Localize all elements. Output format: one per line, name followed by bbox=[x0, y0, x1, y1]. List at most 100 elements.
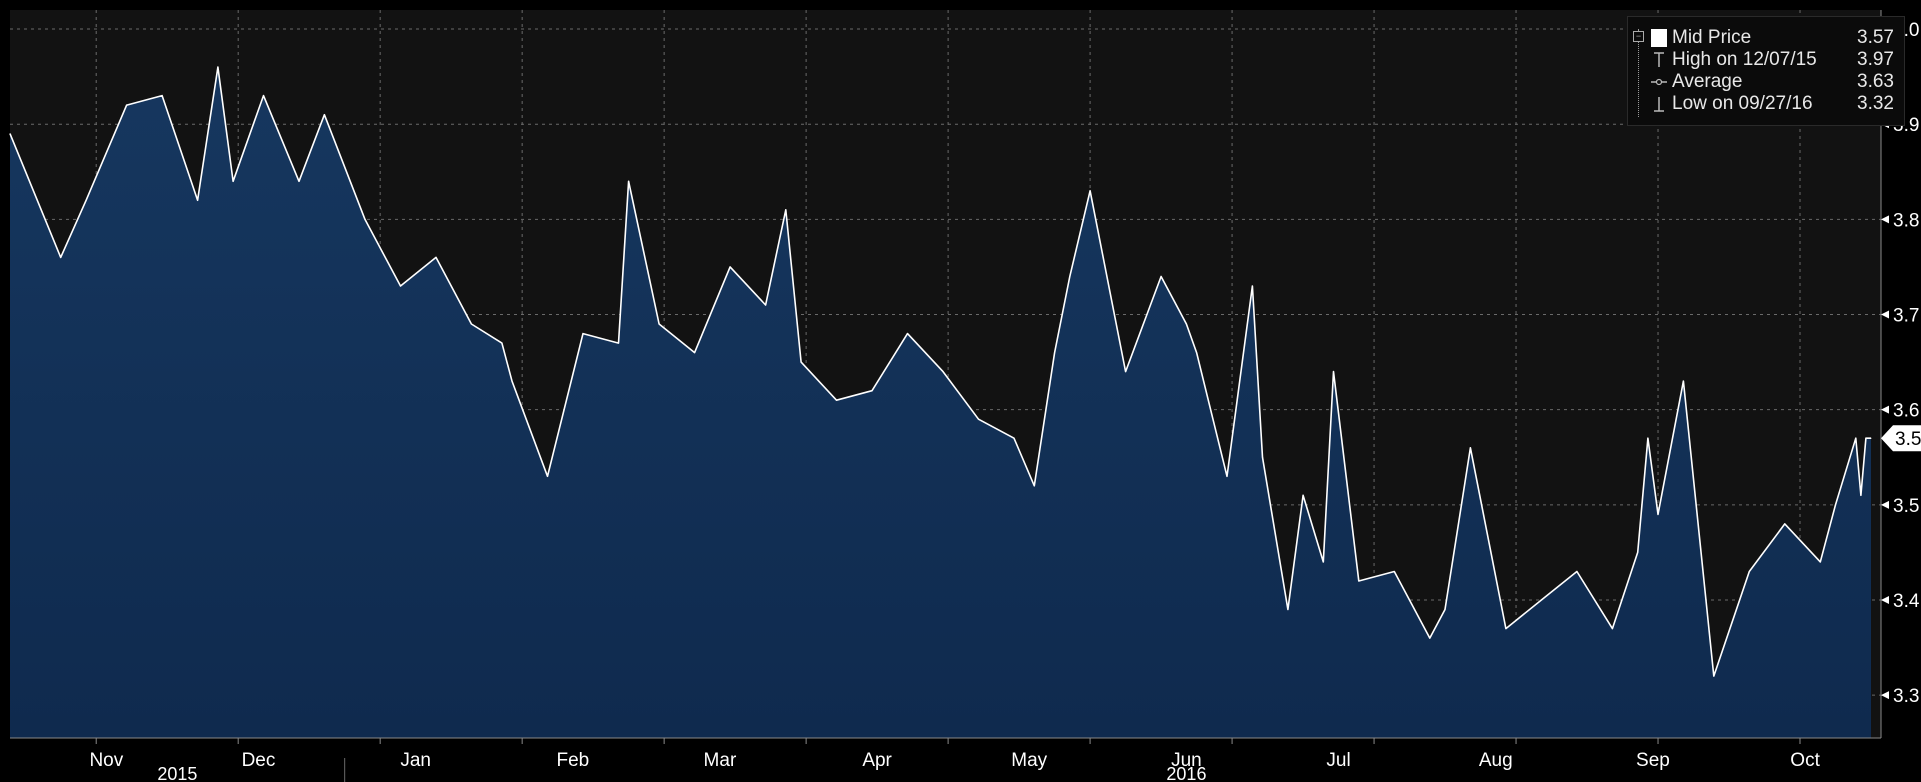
legend-item-average[interactable]: Average 3.63 bbox=[1628, 71, 1904, 93]
data-point bbox=[1393, 570, 1395, 572]
last-value-label: 3.57 bbox=[1895, 429, 1921, 450]
y-tick-label: 3.8 bbox=[1893, 210, 1919, 231]
data-point bbox=[298, 180, 300, 182]
data-point bbox=[1784, 523, 1786, 525]
data-point bbox=[1069, 275, 1071, 277]
chart-legend: − Mid Price 3.57 High on 12/07/15 3.97 A… bbox=[1627, 16, 1905, 126]
x-tick-label: May bbox=[1011, 750, 1047, 771]
y-tick-label: 3.5 bbox=[1893, 496, 1919, 517]
data-point bbox=[501, 342, 503, 344]
data-point bbox=[1835, 504, 1837, 506]
data-point bbox=[364, 218, 366, 220]
x-tick-label: Aug bbox=[1479, 750, 1513, 771]
y-tick-label: 3.7 bbox=[1893, 306, 1919, 327]
y-tick-marker bbox=[1881, 215, 1889, 224]
x-tick-label: Feb bbox=[556, 750, 589, 771]
legend-value: 3.97 bbox=[1857, 49, 1894, 70]
x-tick-label: Sep bbox=[1636, 750, 1670, 771]
price-area bbox=[9, 66, 1872, 739]
data-point bbox=[1713, 675, 1715, 677]
data-point bbox=[1358, 580, 1360, 582]
x-tick-label: Jun bbox=[1171, 750, 1202, 771]
data-point bbox=[1429, 637, 1431, 639]
data-point bbox=[1013, 437, 1015, 439]
data-point bbox=[399, 285, 401, 287]
data-point bbox=[1865, 437, 1867, 439]
data-point bbox=[85, 199, 87, 201]
data-point bbox=[1682, 380, 1684, 382]
data-point bbox=[1185, 323, 1187, 325]
data-point bbox=[1540, 599, 1542, 601]
data-point bbox=[1444, 609, 1446, 611]
y-tick-marker bbox=[1881, 596, 1889, 605]
data-point bbox=[1748, 570, 1750, 572]
data-point bbox=[1576, 570, 1578, 572]
data-point bbox=[1033, 485, 1035, 487]
legend-item-mid-price[interactable]: Mid Price 3.57 bbox=[1628, 27, 1904, 49]
legend-item-low[interactable]: Low on 09/27/16 3.32 bbox=[1628, 93, 1904, 115]
data-point bbox=[729, 266, 731, 268]
series-line-mid-price bbox=[9, 66, 1871, 677]
year-label: 2016 bbox=[1166, 764, 1206, 782]
x-tick-label: Mar bbox=[704, 750, 737, 771]
data-point bbox=[1637, 551, 1639, 553]
data-point bbox=[618, 342, 620, 344]
collapse-icon[interactable]: − bbox=[1633, 31, 1644, 42]
y-tick-marker bbox=[1881, 310, 1889, 319]
data-point bbox=[628, 180, 630, 182]
legend-label: Average bbox=[1672, 71, 1743, 92]
data-point bbox=[1332, 371, 1334, 373]
data-point bbox=[511, 380, 513, 382]
x-tick-label: Jan bbox=[400, 750, 431, 771]
data-point bbox=[1089, 190, 1091, 192]
year-label: 2015 bbox=[157, 764, 197, 782]
white-square-icon bbox=[1651, 29, 1667, 47]
data-point bbox=[1469, 447, 1471, 449]
data-point bbox=[800, 361, 802, 363]
x-tick-label: Apr bbox=[862, 750, 892, 771]
x-tick-label: Nov bbox=[89, 750, 123, 771]
low-marker-icon bbox=[1654, 97, 1664, 112]
data-point bbox=[1125, 371, 1127, 373]
data-point bbox=[658, 323, 660, 325]
x-tick-label: Jul bbox=[1326, 750, 1350, 771]
y-tick-marker bbox=[1881, 691, 1889, 700]
data-point bbox=[1505, 628, 1507, 630]
data-point bbox=[1261, 456, 1263, 458]
data-point bbox=[1647, 437, 1649, 439]
y-tick-marker bbox=[1881, 500, 1889, 509]
data-point bbox=[1226, 475, 1228, 477]
legend-tree-line bbox=[1638, 29, 1649, 117]
data-point bbox=[232, 180, 234, 182]
y-tick-label: 3.6 bbox=[1893, 401, 1919, 422]
legend-value: 3.57 bbox=[1857, 27, 1894, 48]
x-tick-label: Oct bbox=[1790, 750, 1820, 771]
data-point bbox=[435, 256, 437, 258]
y-tick-label: 3.4 bbox=[1893, 591, 1920, 612]
y-tick-marker bbox=[1881, 405, 1889, 414]
data-point bbox=[547, 475, 549, 477]
data-point bbox=[694, 352, 696, 354]
data-point bbox=[1287, 609, 1289, 611]
last-value-badge-bg bbox=[1881, 425, 1921, 452]
legend-item-high[interactable]: High on 12/07/15 3.97 bbox=[1628, 49, 1904, 71]
legend-value: 3.63 bbox=[1857, 71, 1894, 92]
data-point bbox=[1054, 352, 1056, 354]
data-point bbox=[217, 66, 219, 68]
x-tick-label: Dec bbox=[242, 750, 276, 771]
data-point bbox=[60, 256, 62, 258]
legend-value: 3.32 bbox=[1857, 93, 1894, 114]
data-point bbox=[836, 399, 838, 401]
data-point bbox=[323, 114, 325, 116]
x-axis-ticks: Nov Dec Jan Feb Mar Apr May Jun Jul Aug Sep Oct 2015… bbox=[89, 738, 1821, 782]
data-point bbox=[197, 199, 199, 201]
legend-label: Low on 09/27/16 bbox=[1672, 93, 1813, 114]
data-point bbox=[1322, 561, 1324, 563]
data-point bbox=[1870, 437, 1872, 439]
data-point bbox=[978, 418, 980, 420]
data-point bbox=[942, 371, 944, 373]
data-point bbox=[1196, 352, 1198, 354]
area-fill bbox=[10, 67, 1871, 739]
data-point bbox=[1855, 437, 1857, 439]
